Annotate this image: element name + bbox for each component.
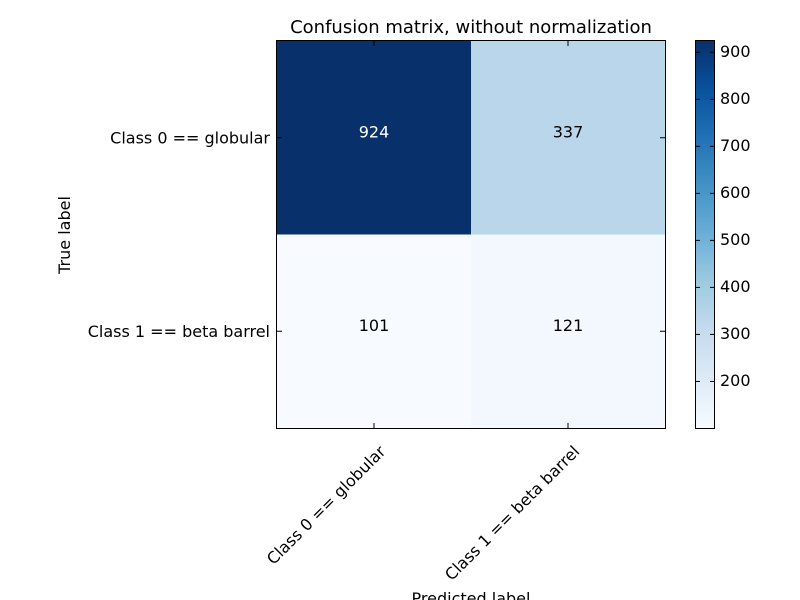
colorbar-tick-label: 300	[720, 324, 751, 343]
heatmap-cell	[277, 41, 472, 235]
x-axis-label: Predicted label	[412, 589, 531, 600]
cell-value-label: 337	[553, 122, 584, 141]
x-tick-label: Class 1 == beta barrel	[441, 442, 583, 584]
y-axis-label: True label	[55, 196, 74, 275]
colorbar-tick-label: 800	[720, 89, 751, 108]
colorbar-tick-label: 700	[720, 136, 751, 155]
colorbar-tick-label: 900	[720, 42, 751, 61]
colorbar-gradient	[695, 40, 715, 429]
chart-title: Confusion matrix, without normalization	[290, 17, 652, 38]
colorbar-tick-label: 400	[720, 277, 751, 296]
heatmap-cell	[471, 234, 666, 429]
y-tick-label: Class 0 == globular	[110, 128, 270, 147]
y-axis: Class 0 == globular Class 1 == beta barre…	[88, 128, 665, 341]
heatmap-cell	[277, 234, 472, 429]
heatmap-cell	[471, 41, 666, 235]
cell-value-label: 101	[359, 316, 390, 335]
heatmap-cells	[277, 41, 666, 429]
colorbar-tick-label: 200	[720, 371, 751, 390]
cell-value-label: 924	[359, 122, 390, 141]
colorbar-tick-label: 500	[720, 230, 751, 249]
plot-frame	[276, 40, 666, 429]
y-tick-label: Class 1 == beta barrel	[88, 322, 270, 341]
colorbar-tick-label: 600	[720, 183, 751, 202]
x-tick-label: Class 0 == globular	[263, 442, 390, 569]
colorbar: 200 300 400 500 600 700 800 900	[695, 40, 751, 429]
heatmap-cell-labels: 924 337 101 121	[359, 122, 584, 335]
cell-value-label: 121	[553, 316, 584, 335]
